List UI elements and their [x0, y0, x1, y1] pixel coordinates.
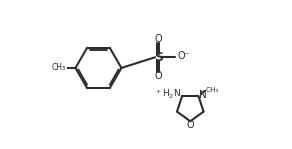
Text: N: N [199, 90, 207, 100]
Text: S: S [154, 51, 163, 64]
Text: O: O [154, 71, 162, 81]
Text: O⁻: O⁻ [178, 51, 190, 61]
Text: CH₃: CH₃ [205, 87, 219, 93]
Text: $^+$H$_2$N: $^+$H$_2$N [154, 88, 181, 101]
Text: CH₃: CH₃ [52, 63, 66, 72]
Text: O: O [154, 34, 162, 44]
Text: O: O [187, 120, 194, 130]
